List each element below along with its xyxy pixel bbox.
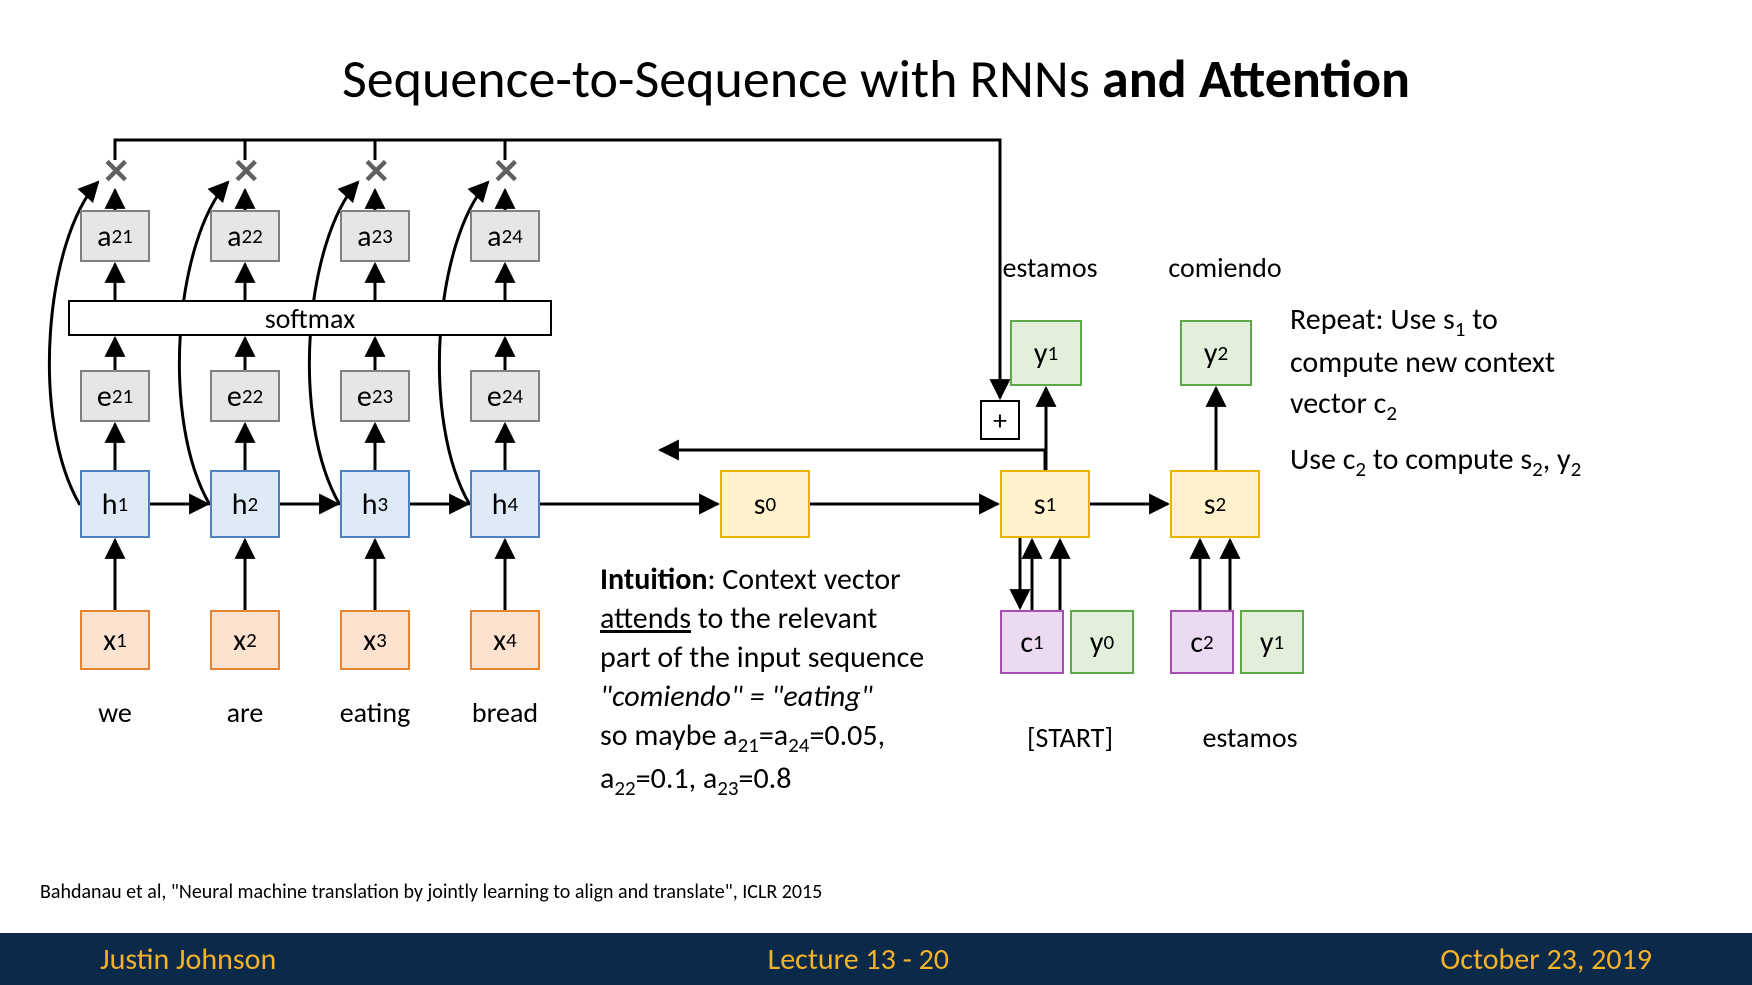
footer-mid: Lecture 13 - 20 (768, 941, 949, 978)
multiply-icon: ✕ (232, 152, 261, 193)
s-box-2: s2 (1170, 470, 1260, 538)
softmax-box: softmax (68, 300, 552, 336)
a-box-3: a23 (340, 210, 410, 262)
h-box-4: h4 (470, 470, 540, 538)
plus-label: + (993, 403, 1007, 438)
y-out-box-1: y1 (1010, 320, 1082, 386)
title-bold: and Attention (1102, 46, 1410, 112)
y-out-box-2: y2 (1180, 320, 1252, 386)
h-box-2: h2 (210, 470, 280, 538)
slide-title: Sequence-to-Sequence with RNNs and Atten… (0, 46, 1752, 112)
x-box-1: x1 (80, 610, 150, 670)
input-word-2: are (210, 695, 280, 730)
multiply-icon: ✕ (362, 152, 391, 193)
output-word-2: comiendo (1150, 250, 1300, 285)
output-word-1: estamos (985, 250, 1115, 285)
a-box-1: a21 (80, 210, 150, 262)
softmax-label: softmax (265, 301, 356, 336)
right-text-2: Use c2 to compute s2, y2 (1290, 440, 1730, 483)
slide: Sequence-to-Sequence with RNNs and Atten… (0, 0, 1752, 985)
y-in-box-0: y0 (1070, 610, 1134, 674)
title-text: Sequence-to-Sequence with RNNs (342, 46, 1102, 112)
footer-bar: Justin Johnson Lecture 13 - 20 October 2… (0, 933, 1752, 985)
a-box-2: a22 (210, 210, 280, 262)
decoder-input-word-1: [START] (1010, 720, 1130, 755)
multiply-icon: ✕ (102, 152, 131, 193)
e-box-1: e21 (80, 370, 150, 422)
footer-right: October 23, 2019 (1440, 941, 1652, 978)
e-box-4: e24 (470, 370, 540, 422)
plus-box: + (980, 400, 1020, 440)
citation: Bahdanau et al, "Neural machine translat… (40, 880, 822, 904)
y-in-box-1: y1 (1240, 610, 1304, 674)
footer-left: Justin Johnson (100, 941, 276, 978)
input-word-3: eating (325, 695, 425, 730)
decoder-input-word-2: estamos (1180, 720, 1320, 755)
c-box-2: c2 (1170, 610, 1234, 674)
e-box-3: e23 (340, 370, 410, 422)
h-box-3: h3 (340, 470, 410, 538)
a-box-4: a24 (470, 210, 540, 262)
x-box-4: x4 (470, 610, 540, 670)
e-box-2: e22 (210, 370, 280, 422)
intuition-text: Intuition: Context vector attends to the… (600, 560, 1020, 803)
input-word-1: we (80, 695, 150, 730)
s-box-1: s1 (1000, 470, 1090, 538)
x-box-2: x2 (210, 610, 280, 670)
a-label: a (97, 218, 111, 255)
h-box-1: h1 (80, 470, 150, 538)
s-box-0: s0 (720, 470, 810, 538)
x-box-3: x3 (340, 610, 410, 670)
a-sub: 21 (112, 223, 133, 249)
right-text-1: Repeat: Use s1 to compute new context ve… (1290, 300, 1710, 427)
input-word-4: bread (460, 695, 550, 730)
multiply-icon: ✕ (492, 152, 521, 193)
